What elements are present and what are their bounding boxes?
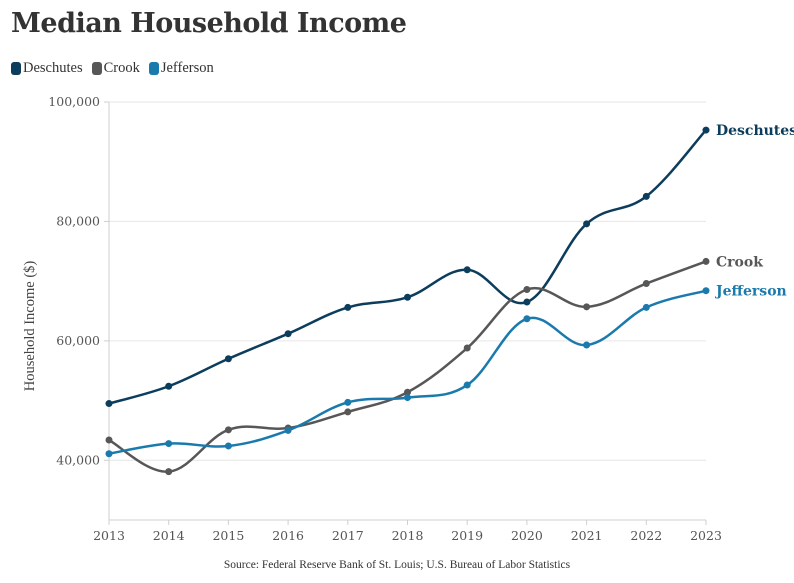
x-tick-label: 2016 [272, 528, 304, 543]
x-tick-label: 2020 [511, 528, 543, 543]
data-point-jefferson [702, 287, 710, 295]
legend-label-jefferson: Jefferson [160, 60, 214, 76]
data-point-crook [105, 436, 113, 444]
data-point-deschutes [344, 303, 352, 311]
data-point-crook [344, 408, 352, 416]
legend-item-crook: Crook [91, 60, 140, 77]
series-line-crook [107, 260, 708, 473]
series-line-jefferson [107, 289, 708, 455]
data-point-crook [702, 257, 710, 265]
legend-item-deschutes: Deschutes [11, 60, 83, 77]
x-tick-label: 2023 [690, 528, 722, 543]
series-line-deschutes [107, 128, 708, 405]
source-note: Source: Federal Reserve Bank of St. Loui… [223, 559, 571, 571]
x-tick-label: 2022 [630, 528, 662, 543]
data-point-jefferson [105, 450, 113, 458]
data-point-crook [165, 468, 173, 476]
x-tick-label: 2015 [212, 528, 244, 543]
data-point-crook [523, 286, 531, 294]
legend-swatch-jefferson [148, 62, 159, 75]
data-point-deschutes [523, 298, 531, 306]
data-point-deschutes [642, 192, 650, 200]
data-point-jefferson [224, 442, 232, 450]
y-tick-label: 60,000 [56, 333, 100, 348]
data-point-jefferson [642, 303, 650, 311]
data-points [105, 126, 710, 476]
series-end-label-jefferson: Jefferson [714, 284, 787, 300]
data-point-jefferson [523, 315, 531, 323]
y-axis-label: Household Income ($) [22, 261, 38, 392]
data-point-deschutes [165, 382, 173, 390]
y-tick-label: 40,000 [56, 452, 100, 467]
data-point-jefferson [165, 440, 173, 448]
y-tick-label: 80,000 [56, 213, 100, 228]
series-end-label-crook: Crook [716, 254, 763, 270]
data-point-deschutes [583, 220, 591, 228]
legend-item-jefferson: Jefferson [148, 60, 214, 77]
legend: Deschutes Crook Jefferson [11, 60, 223, 77]
data-point-crook [224, 426, 232, 434]
y-tick-label: 100,000 [48, 94, 100, 109]
data-point-deschutes [404, 293, 411, 301]
data-point-jefferson [284, 426, 292, 434]
series-end-labels: Deschutes Crook Jefferson [714, 123, 794, 300]
data-point-jefferson [463, 381, 471, 389]
gridlines [109, 101, 706, 461]
legend-label-crook: Crook [103, 60, 140, 76]
x-tick-label: 2019 [451, 528, 483, 543]
data-point-crook [463, 344, 471, 352]
data-point-jefferson [583, 341, 591, 349]
series-end-label-deschutes: Deschutes [716, 123, 794, 139]
data-point-jefferson [404, 394, 411, 402]
x-tick-label: 2013 [93, 528, 125, 543]
data-point-crook [642, 280, 650, 288]
data-point-crook [404, 388, 411, 396]
x-tick-label: 2021 [571, 528, 603, 543]
data-point-jefferson [344, 398, 352, 406]
x-tick-label: 2018 [392, 528, 424, 543]
x-tick-label: 2017 [332, 528, 364, 543]
legend-swatch-crook [91, 62, 102, 75]
legend-label-deschutes: Deschutes [23, 60, 83, 76]
legend-swatch-deschutes [11, 62, 21, 75]
data-point-deschutes [105, 400, 113, 408]
axes: 40,000 60,000 80,000 100,000 2013 2014 2015 201… [22, 94, 722, 543]
data-point-crook [583, 303, 591, 311]
data-point-deschutes [284, 330, 292, 338]
data-point-deschutes [702, 126, 710, 134]
x-tick-label: 2014 [153, 528, 185, 543]
chart-title: Median Household Income [11, 8, 407, 39]
data-point-deschutes [463, 266, 471, 274]
data-point-deschutes [224, 355, 232, 363]
series-lines [107, 128, 708, 473]
